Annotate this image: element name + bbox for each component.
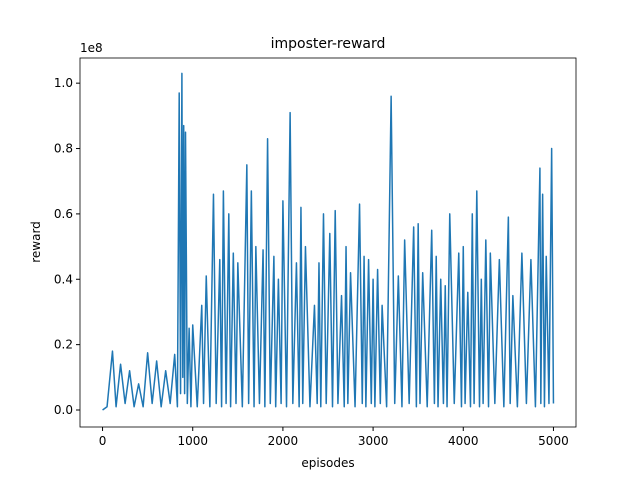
x-tick-label: 0 [99, 434, 107, 448]
x-tick-label: 2000 [268, 434, 299, 448]
y-tick-label: 0.2 [54, 338, 73, 352]
y-offset-label: 1e8 [80, 41, 103, 55]
plot-frame [79, 57, 577, 428]
x-tick-label: 5000 [538, 434, 569, 448]
x-axis-label: episodes [301, 456, 354, 470]
x-tick-label: 4000 [448, 434, 479, 448]
y-tick-label: 0.8 [54, 142, 73, 156]
chart-title: imposter-reward [271, 36, 386, 52]
y-tick-label: 0.4 [54, 272, 73, 286]
y-tick-label: 0.0 [54, 403, 73, 417]
y-tick-label: 0.6 [54, 207, 73, 221]
x-tick-label: 3000 [358, 434, 389, 448]
data-line [102, 72, 555, 411]
y-axis-label: reward [29, 221, 43, 263]
x-tick-label: 1000 [177, 434, 208, 448]
y-tick-label: 1.0 [54, 76, 73, 90]
